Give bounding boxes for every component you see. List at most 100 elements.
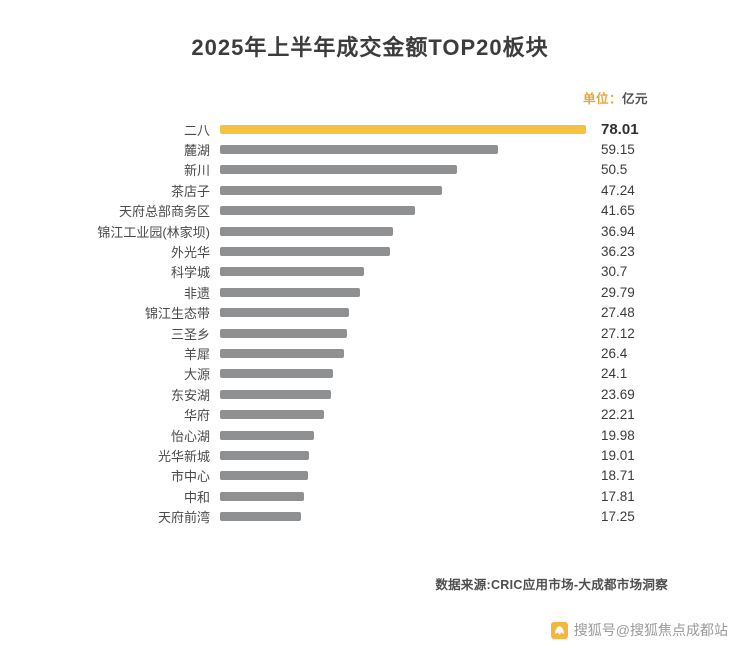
watermark: 搜狐号@搜狐焦点成都站 — [550, 620, 728, 640]
bar — [220, 430, 314, 440]
chart-row: 科学城 30.7 — [70, 262, 672, 282]
watermark-text: 搜狐号@搜狐焦点成都站 — [573, 622, 728, 638]
unit-label: 单位：亿元 — [583, 88, 648, 107]
chart-row: 中和 17.81 — [70, 486, 672, 506]
bar — [220, 287, 360, 297]
bar — [220, 348, 344, 358]
bar-track — [220, 410, 586, 420]
category-label: 科学城 — [170, 265, 210, 281]
value-label: 47.24 — [601, 182, 635, 198]
bar — [220, 512, 301, 522]
value-label: 22.21 — [601, 407, 635, 423]
value-label: 36.94 — [601, 223, 635, 239]
bar-track — [220, 450, 586, 460]
category-label: 光华新城 — [157, 448, 210, 464]
value-label: 17.25 — [601, 509, 635, 525]
bar — [220, 328, 348, 338]
value-label: 18.71 — [601, 468, 635, 484]
bar-track — [220, 369, 586, 379]
bar-track — [220, 471, 586, 481]
value-label: 78.01 — [601, 120, 639, 138]
value-label: 23.69 — [601, 386, 635, 402]
bar — [220, 247, 390, 257]
category-label: 茶店子 — [170, 183, 210, 199]
bar-chart: 二八 78.01 麓湖 59.15 新川 50.5 茶店子 47.24 天府总部商务区 41.65… — [70, 119, 672, 527]
value-label: 24.1 — [601, 366, 628, 382]
bar-track — [220, 185, 586, 195]
bar — [220, 185, 442, 195]
bar-track — [220, 206, 586, 216]
category-label: 锦江工业园(林家坝) — [97, 224, 210, 240]
bar — [220, 389, 332, 399]
category-label: 中和 — [183, 489, 210, 505]
data-source: 数据来源:CRIC应用市场-大成都市场洞察 — [435, 578, 668, 592]
value-label: 50.5 — [601, 162, 628, 178]
bar — [220, 471, 308, 481]
bar-track — [220, 145, 586, 155]
bar-track — [220, 389, 586, 399]
unit-value: 亿元 — [621, 92, 648, 106]
category-label: 羊犀 — [183, 346, 210, 362]
bar-track — [220, 348, 586, 358]
bar-track — [220, 430, 586, 440]
value-label: 59.15 — [601, 142, 635, 158]
category-label: 华府 — [183, 408, 210, 424]
chart-row: 二八 78.01 — [70, 119, 672, 139]
bar-track — [220, 287, 586, 297]
category-label: 东安湖 — [170, 387, 210, 403]
chart-row: 市中心 18.71 — [70, 466, 672, 486]
category-label: 二八 — [183, 122, 210, 138]
category-label: 大源 — [183, 367, 210, 383]
chart-row: 外光华 36.23 — [70, 241, 672, 261]
bar — [220, 206, 416, 216]
bar-track — [220, 512, 586, 522]
chart-row: 新川 50.5 — [70, 160, 672, 180]
bar-track — [220, 247, 586, 257]
bar — [220, 165, 457, 175]
bar-track — [220, 267, 586, 277]
value-label: 41.65 — [601, 203, 635, 219]
chart-title: 2025年上半年成交金额TOP20板块 — [191, 35, 549, 60]
value-label: 27.12 — [601, 325, 635, 341]
chart-row: 茶店子 47.24 — [70, 180, 672, 200]
bar — [220, 410, 325, 420]
chart-row: 华府 22.21 — [70, 404, 672, 424]
chart-row: 羊犀 26.4 — [70, 343, 672, 363]
category-label: 锦江生态带 — [144, 306, 210, 322]
unit-prefix: 单位： — [582, 92, 622, 106]
bar — [220, 308, 349, 318]
chart-row: 东安湖 23.69 — [70, 384, 672, 404]
bar-track — [220, 124, 586, 134]
chart-row: 麓湖 59.15 — [70, 139, 672, 159]
chart-row: 三圣乡 27.12 — [70, 323, 672, 343]
category-label: 外光华 — [170, 245, 210, 261]
bar — [220, 267, 365, 277]
category-label: 市中心 — [170, 469, 210, 485]
bar — [220, 145, 498, 155]
chart-row: 光华新城 19.01 — [70, 445, 672, 465]
value-label: 27.48 — [601, 305, 635, 321]
bar-track — [220, 328, 586, 338]
bar — [220, 369, 334, 379]
value-label: 29.79 — [601, 284, 635, 300]
chart-row: 锦江工业园(林家坝) 36.94 — [70, 221, 672, 241]
category-label: 天府前湾 — [157, 510, 210, 526]
bar — [220, 491, 304, 501]
value-label: 30.7 — [601, 264, 628, 280]
bar — [220, 226, 394, 236]
category-label: 非遗 — [183, 285, 210, 301]
bar-track — [220, 491, 586, 501]
chart-row: 大源 24.1 — [70, 364, 672, 384]
category-label: 麓湖 — [183, 143, 210, 159]
bar-track — [220, 165, 586, 175]
highlight-bar — [220, 124, 586, 134]
chart-row: 天府前湾 17.25 — [70, 506, 672, 526]
value-label: 26.4 — [601, 345, 628, 361]
chart-row: 天府总部商务区 41.65 — [70, 201, 672, 221]
chart-row: 锦江生态带 27.48 — [70, 303, 672, 323]
bar — [220, 450, 310, 460]
value-label: 36.23 — [601, 244, 635, 260]
category-label: 新川 — [183, 163, 210, 179]
bar-track — [220, 308, 586, 318]
